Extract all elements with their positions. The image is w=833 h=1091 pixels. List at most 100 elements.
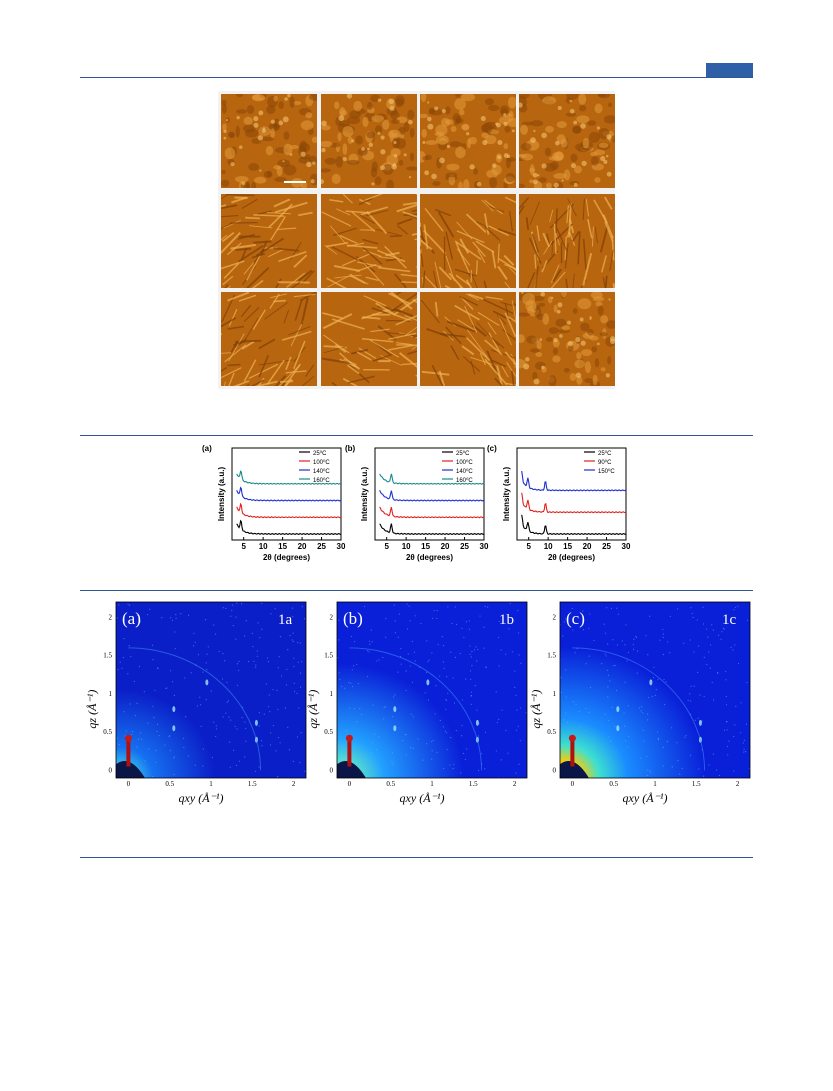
noise-speckle <box>683 642 685 644</box>
noise-speckle <box>464 758 466 761</box>
noise-speckle <box>572 629 574 631</box>
x-axis-label: qxy (Å⁻¹) <box>623 791 668 805</box>
noise-speckle <box>649 770 651 772</box>
noise-speckle <box>222 653 224 655</box>
noise-speckle <box>412 716 414 718</box>
noise-speckle <box>734 644 736 646</box>
noise-speckle <box>129 703 131 705</box>
afm-texture <box>321 94 417 188</box>
noise-speckle <box>127 673 129 675</box>
noise-speckle <box>711 681 713 684</box>
xrd-series-line <box>521 492 627 514</box>
noise-speckle <box>228 741 231 743</box>
noise-speckle <box>414 615 416 617</box>
noise-speckle <box>173 756 176 758</box>
noise-speckle <box>560 676 562 679</box>
noise-speckle <box>617 613 620 615</box>
noise-speckle <box>172 681 174 683</box>
diffraction-spot <box>172 706 176 713</box>
bottom-rule <box>80 857 753 858</box>
giwaxs-heatmap <box>116 602 306 778</box>
noise-speckle <box>518 632 520 634</box>
noise-speckle <box>187 614 190 616</box>
noise-speckle <box>447 606 449 608</box>
noise-speckle <box>301 606 303 608</box>
noise-speckle <box>374 733 376 735</box>
noise-speckle <box>743 739 745 741</box>
noise-speckle <box>274 608 276 610</box>
noise-speckle <box>224 660 226 662</box>
noise-speckle <box>413 651 416 653</box>
noise-speckle <box>196 705 199 707</box>
noise-speckle <box>161 617 163 619</box>
afm-panel <box>221 292 317 386</box>
noise-speckle <box>624 681 626 683</box>
x-tick-label: 1.5 <box>248 780 257 788</box>
noise-speckle <box>616 607 618 609</box>
noise-speckle <box>433 610 435 612</box>
noise-speckle <box>484 768 486 770</box>
noise-speckle <box>628 735 630 737</box>
noise-speckle <box>376 660 378 662</box>
x-tick-label: 20 <box>583 542 592 551</box>
noise-speckle <box>498 665 500 667</box>
x-tick-label: 1 <box>430 780 434 788</box>
noise-speckle <box>133 680 135 683</box>
afm-panel <box>321 94 417 188</box>
beamstop-shadow <box>560 760 589 778</box>
noise-speckle <box>147 722 149 724</box>
x-axis-label: qxy (Å⁻¹) <box>179 791 224 805</box>
noise-speckle <box>199 704 202 706</box>
noise-speckle <box>345 730 347 732</box>
x-tick-label: 5 <box>384 542 389 551</box>
noise-speckle <box>298 707 300 709</box>
noise-speckle <box>254 770 257 772</box>
afm-texture <box>221 194 317 288</box>
noise-speckle <box>427 699 430 701</box>
giwaxs-svg: (c) 1c 0 0.5 1 1.5 2 0 0.5 1 1.5 2 qxy (Å⁻¹) qz (Å⁻¹) <box>529 601 751 805</box>
y-tick-label: 1.5 <box>324 652 333 660</box>
noise-speckle <box>689 693 691 695</box>
noise-speckle <box>452 768 454 770</box>
noise-speckle <box>268 694 270 696</box>
noise-speckle <box>725 670 727 673</box>
noise-speckle <box>128 644 130 647</box>
y-tick-label: 2 <box>109 613 113 621</box>
noise-speckle <box>238 760 241 762</box>
afm-texture <box>420 194 516 288</box>
noise-speckle <box>507 752 509 754</box>
noise-speckle <box>642 712 644 714</box>
noise-speckle <box>562 635 564 637</box>
noise-speckle <box>405 754 407 756</box>
afm-panel <box>321 194 417 288</box>
noise-speckle <box>144 760 146 762</box>
afm-panel <box>519 292 615 386</box>
xrd-frame <box>516 447 627 541</box>
noise-speckle <box>606 758 609 760</box>
noise-speckle <box>676 742 678 744</box>
noise-speckle <box>269 744 272 746</box>
noise-speckle <box>236 684 239 686</box>
xrd-panel-label: (a) <box>202 444 212 453</box>
noise-speckle <box>709 667 711 669</box>
section-rule-2 <box>80 590 753 591</box>
noise-speckle <box>496 721 498 724</box>
noise-speckle <box>406 603 408 605</box>
noise-speckle <box>277 776 279 778</box>
xrd-series-line <box>379 473 485 485</box>
noise-speckle <box>257 622 259 624</box>
noise-speckle <box>737 662 740 665</box>
giwaxs-heatmap <box>560 602 750 778</box>
noise-speckle <box>635 636 638 639</box>
diffraction-spot <box>393 706 397 713</box>
noise-speckle <box>426 640 428 642</box>
noise-speckle <box>671 766 673 768</box>
noise-speckle <box>662 765 664 767</box>
noise-speckle <box>646 774 648 776</box>
noise-speckle <box>232 624 234 627</box>
noise-speckle <box>291 607 294 609</box>
afm-panel <box>420 292 516 386</box>
noise-speckle <box>207 646 209 648</box>
noise-speckle <box>465 621 468 623</box>
noise-speckle <box>698 768 700 770</box>
